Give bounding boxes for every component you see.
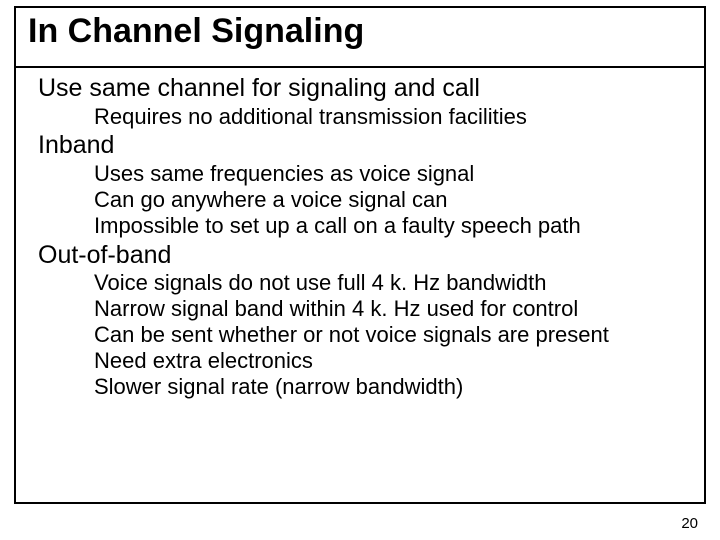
- bullet-item: Need extra electronics: [94, 348, 698, 374]
- slide: { "title": "In Channel Signaling", "page…: [0, 0, 720, 540]
- section-heading: Inband: [38, 131, 698, 161]
- bullet-item: Can be sent whether or not voice signals…: [94, 322, 698, 348]
- section-heading: Use same channel for signaling and call: [38, 74, 698, 104]
- bullet-item: Impossible to set up a call on a faulty …: [94, 213, 698, 239]
- slide-body: Use same channel for signaling and call …: [38, 72, 698, 400]
- bullet-item: Slower signal rate (narrow bandwidth): [94, 374, 698, 400]
- bullet-item: Uses same frequencies as voice signal: [94, 161, 698, 187]
- page-number: 20: [681, 515, 698, 532]
- bullet-item: Narrow signal band within 4 k. Hz used f…: [94, 296, 698, 322]
- bullet-item: Can go anywhere a voice signal can: [94, 187, 698, 213]
- title-underline: [16, 66, 704, 68]
- bullet-item: Voice signals do not use full 4 k. Hz ba…: [94, 270, 698, 296]
- slide-title: In Channel Signaling: [28, 12, 364, 51]
- bullet-item: Requires no additional transmission faci…: [94, 104, 698, 130]
- section-heading: Out-of-band: [38, 241, 698, 271]
